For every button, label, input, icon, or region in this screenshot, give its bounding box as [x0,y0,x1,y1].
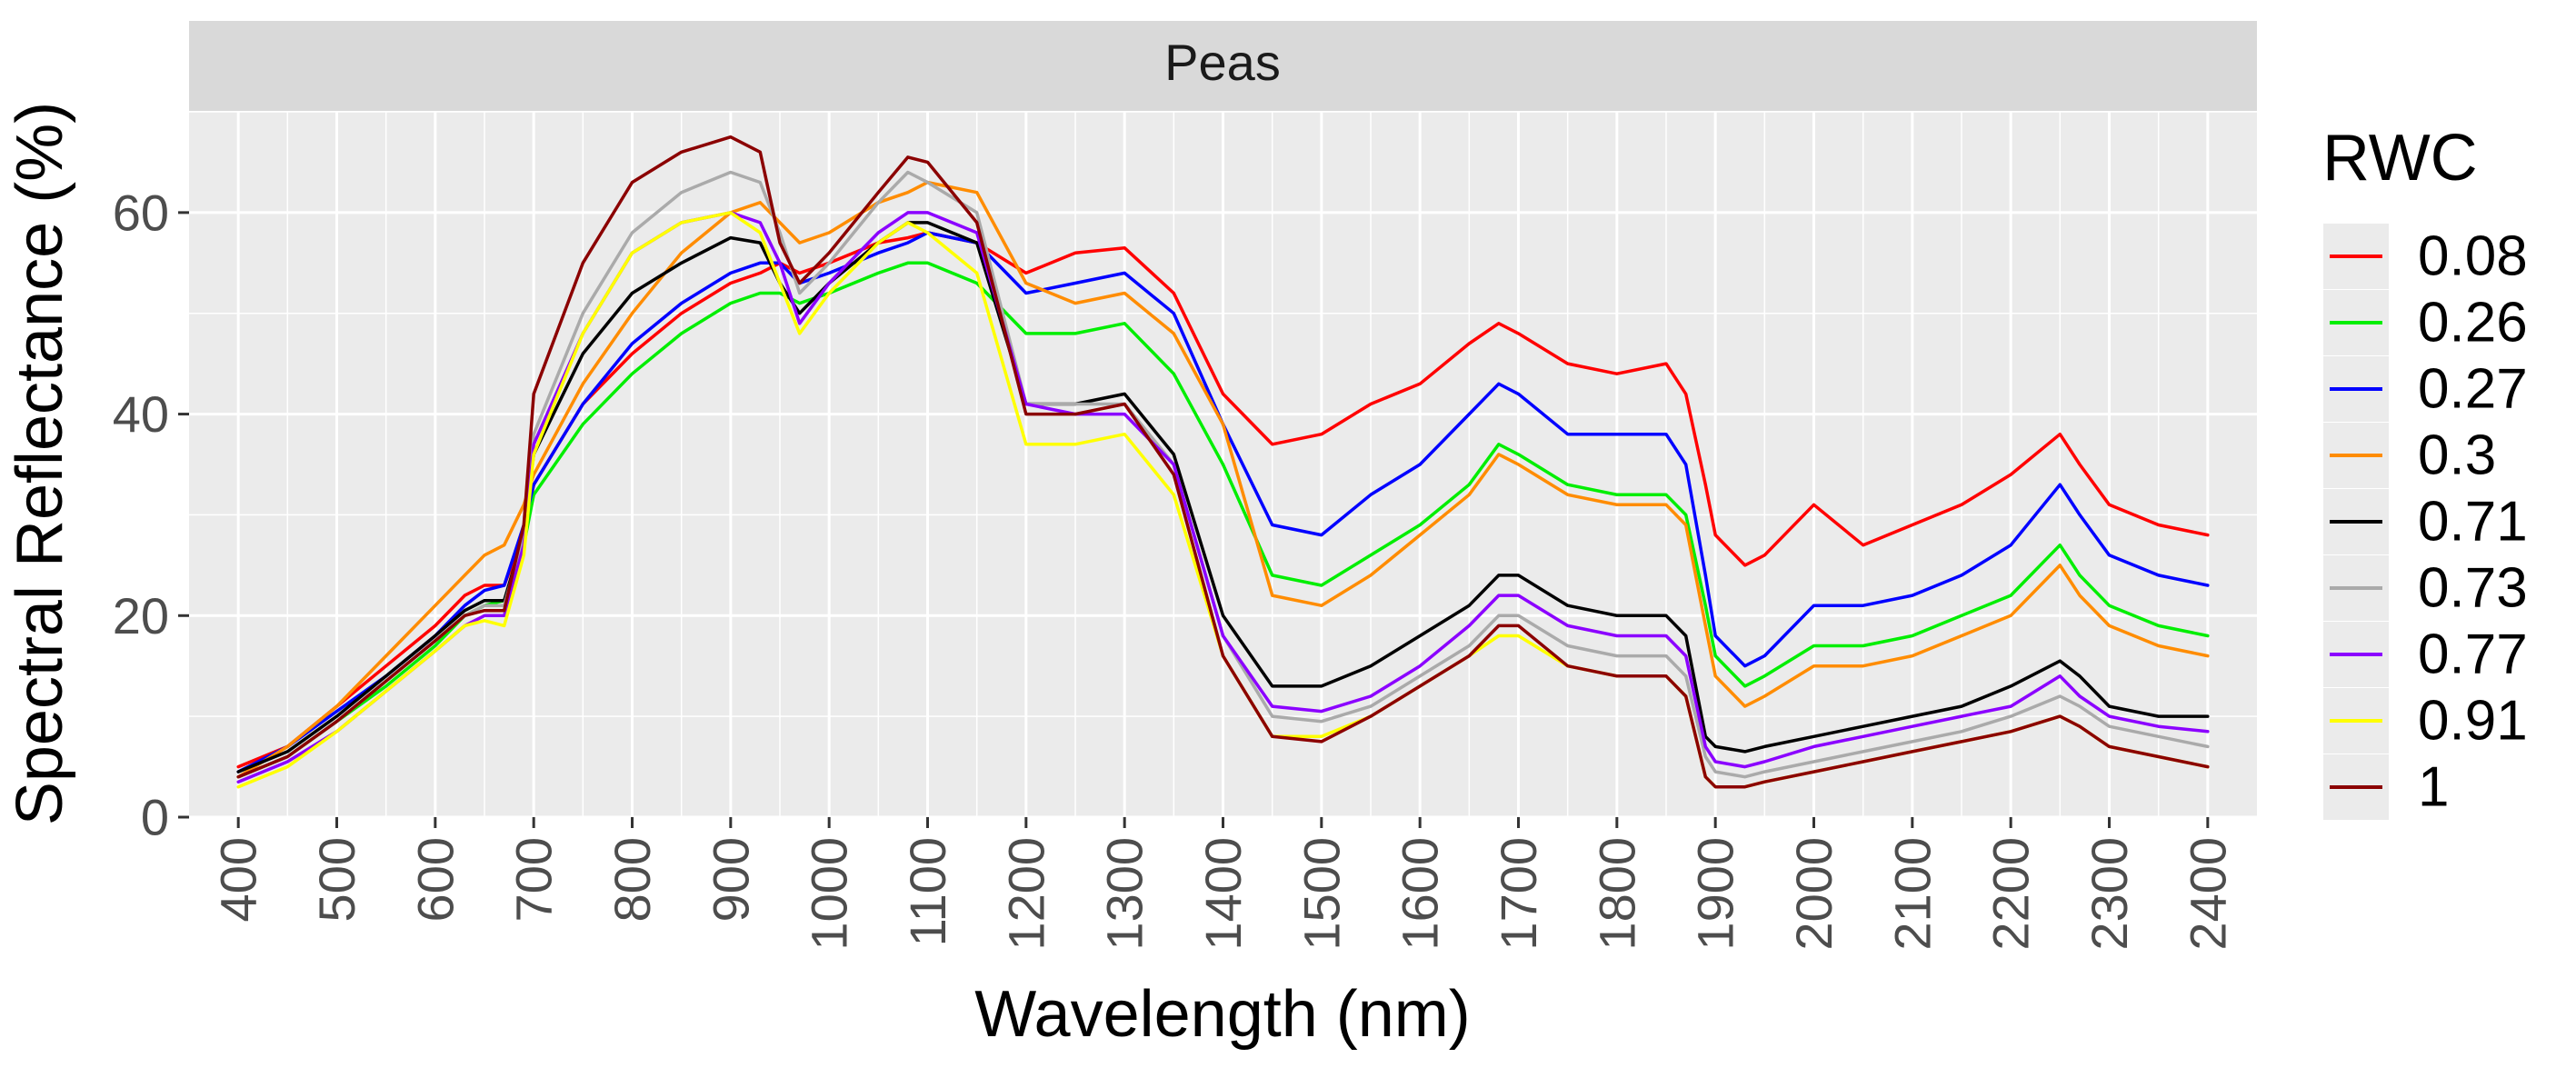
x-tick-label: 2300 [2081,837,2138,951]
legend-label: 0.77 [2418,624,2528,686]
facet-title: Peas [1164,34,1281,91]
y-tick-label: 60 [113,184,169,241]
legend-label: 0.26 [2418,292,2528,354]
legend-label: 0.73 [2418,557,2528,620]
x-tick-label: 1600 [1392,837,1449,951]
legend-title: RWC [2322,122,2478,195]
x-tick-label: 400 [210,837,267,922]
x-tick-label: 700 [505,837,563,922]
x-tick-label: 1700 [1490,837,1547,951]
x-tick-label: 2400 [2179,837,2236,951]
x-tick-label: 1900 [1687,837,1744,951]
x-tick-label: 500 [308,837,365,922]
x-tick-label: 1000 [801,837,858,951]
legend-label: 0.91 [2418,690,2528,753]
x-tick-label: 2200 [1982,837,2040,951]
x-tick-label: 1500 [1293,837,1350,951]
x-tick-label: 2000 [1785,837,1842,951]
x-tick-label: 900 [702,837,759,922]
series-line-1 [236,135,2210,789]
series-lines [236,135,2210,789]
legend-label: 0.71 [2418,491,2528,554]
y-axis-title: Spectral Reflectance (%) [4,102,76,825]
x-tick-label: 1100 [899,837,956,946]
y-tick-label: 40 [113,385,169,443]
facet-strip [189,21,2257,111]
legend-label: 0.3 [2418,424,2496,487]
legend-keys: 0.080.260.270.30.710.730.770.911 [2323,224,2528,820]
x-tick-label: 1800 [1588,837,1645,951]
y-axis: 0 20 40 60 [113,184,189,846]
x-tick-label: 1200 [997,837,1054,951]
y-tick-label: 0 [141,789,169,846]
x-tick-label: 1400 [1194,837,1252,951]
x-axis: 400 500 600 700 800 900 1000 1100 1200 1300 1400 15… [210,817,2236,951]
legend-label: 0.08 [2418,225,2528,288]
legend: RWC 0.080.260.270.30.710.730.770.911 [2322,122,2528,820]
x-tick-label: 800 [604,837,661,922]
grid-major [189,112,2257,819]
legend-label: 0.27 [2418,358,2528,421]
x-tick-label: 2100 [1883,837,1941,951]
x-axis-title: Wavelength (nm) [974,978,1471,1051]
legend-label: 1 [2418,756,2449,819]
y-tick-label: 20 [113,587,169,644]
x-tick-label: 1300 [1096,837,1153,951]
x-tick-label: 600 [406,837,464,922]
